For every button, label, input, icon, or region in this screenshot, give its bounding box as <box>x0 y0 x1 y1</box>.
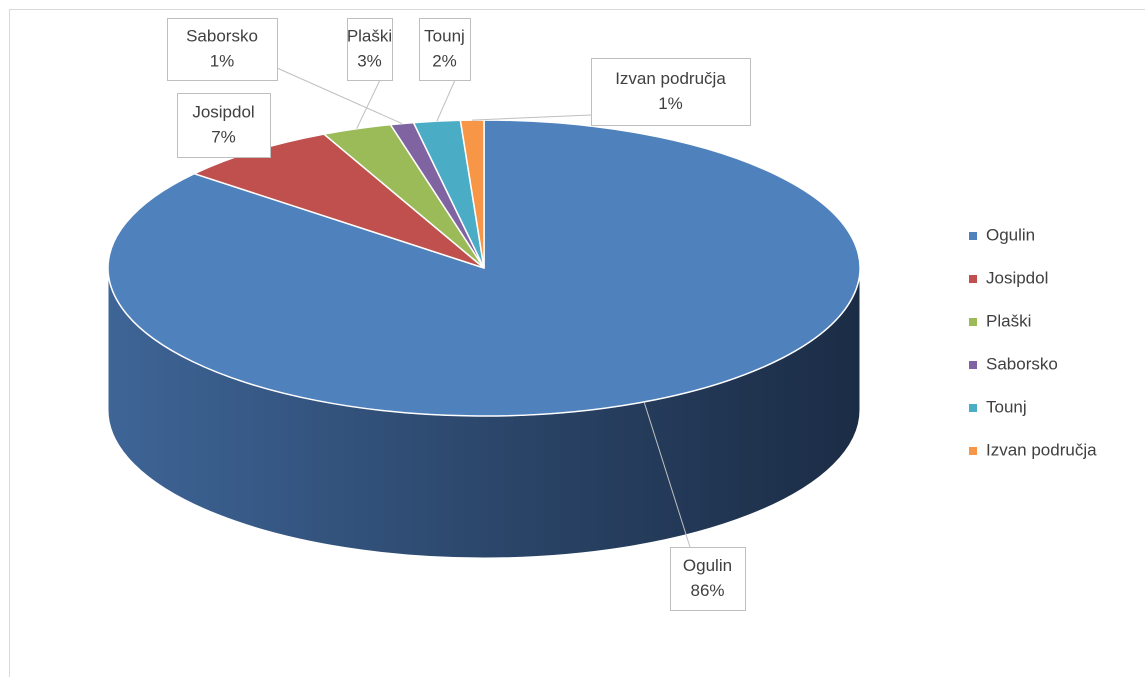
chart-frame <box>9 9 1145 677</box>
legend-label: Ogulin <box>986 225 1035 244</box>
legend-swatch <box>969 318 977 326</box>
data-label-value: 7% <box>211 127 236 146</box>
leader-line <box>276 67 403 125</box>
data-label-box <box>591 58 751 126</box>
data-label-value: 1% <box>658 94 683 113</box>
data-label-box <box>177 93 271 158</box>
legend-label: Izvan područja <box>986 440 1097 459</box>
data-label-category: Tounj <box>424 26 465 45</box>
data-label-box <box>347 18 393 81</box>
legend-swatch <box>969 275 977 283</box>
legend-label: Plaški <box>986 311 1031 330</box>
data-label-category: Saborsko <box>186 26 258 45</box>
data-label-category: Izvan područja <box>615 69 726 88</box>
data-label-value: 1% <box>210 51 235 70</box>
data-label-category: Josipdol <box>192 102 254 121</box>
data-label-value: 2% <box>432 51 457 70</box>
leader-line <box>643 401 691 548</box>
data-label-box <box>167 18 278 81</box>
legend-label: Tounj <box>986 397 1027 416</box>
legend-swatch <box>969 361 977 369</box>
data-label-category: Plaški <box>347 26 392 45</box>
data-label-box <box>419 18 471 81</box>
data-label-box <box>670 547 746 611</box>
leader-line <box>356 79 381 129</box>
legend-swatch <box>969 232 977 240</box>
legend-label: Josipdol <box>986 268 1048 287</box>
legend-swatch <box>969 404 977 412</box>
legend-label: Saborsko <box>986 354 1058 373</box>
data-label-value: 86% <box>690 581 724 600</box>
leader-line <box>472 114 592 121</box>
data-label-value: 3% <box>357 51 382 70</box>
data-label-category: Ogulin <box>683 556 732 575</box>
leader-line <box>436 79 456 122</box>
legend-swatch <box>969 447 977 455</box>
